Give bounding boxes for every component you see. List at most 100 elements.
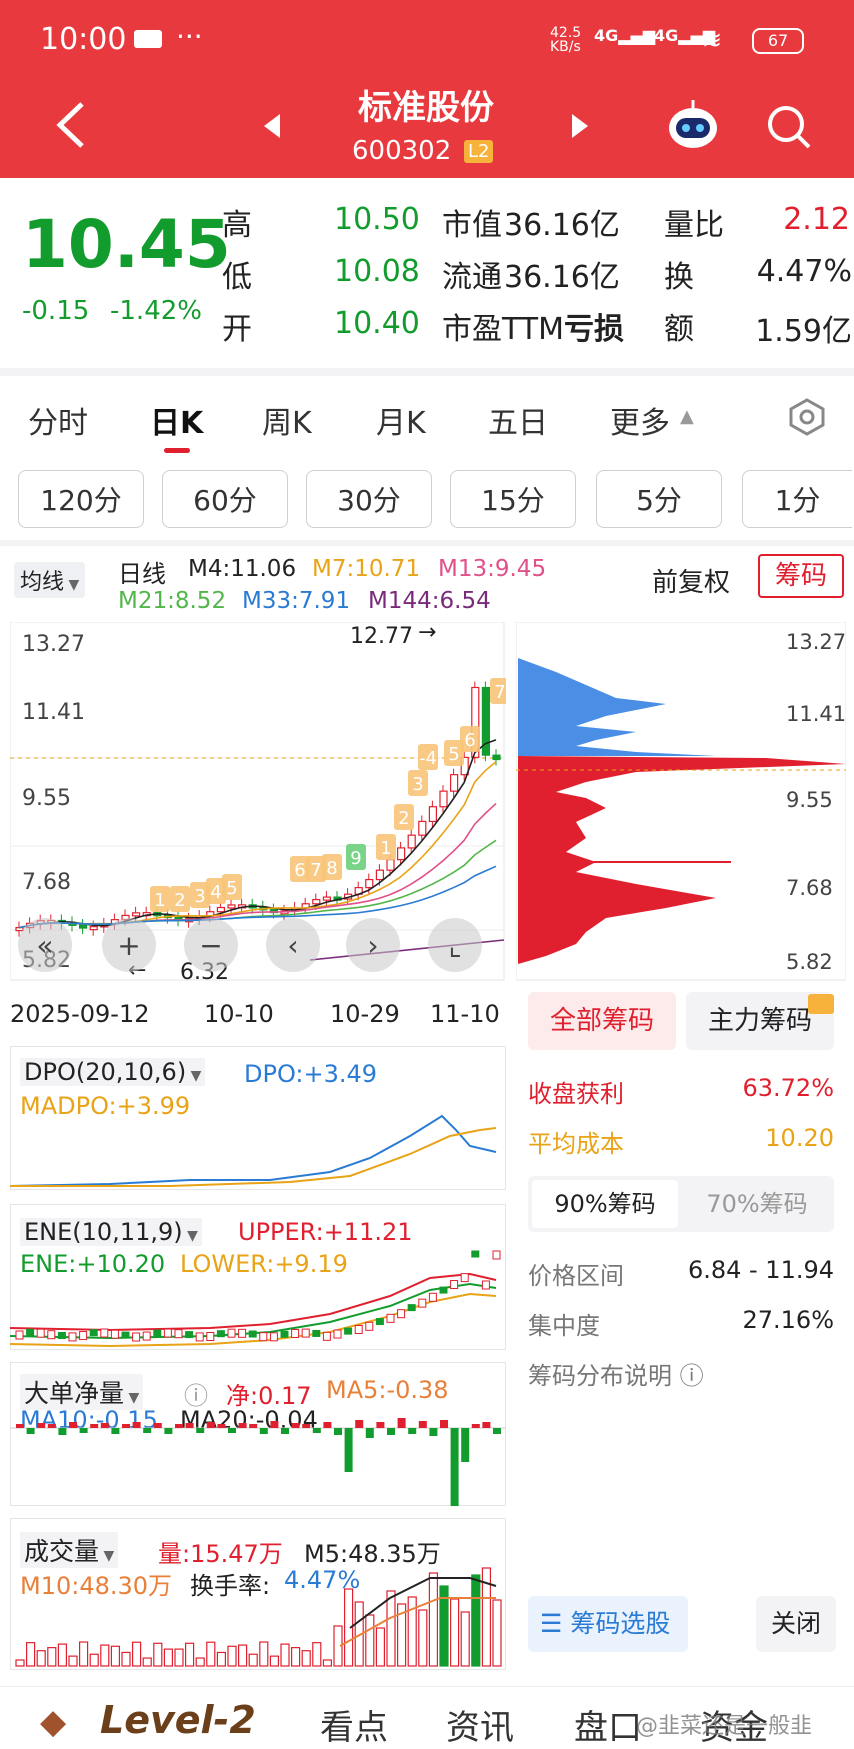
bottom-tab-zixun[interactable]: 资讯: [446, 1708, 514, 1748]
tab-zhouk[interactable]: 周K: [262, 406, 312, 441]
scroll-left-fast-icon[interactable]: «: [18, 918, 72, 972]
ytick-0: 13.27: [22, 632, 85, 657]
chip-pct-toggle: 90%筹码 70%筹码: [528, 1176, 834, 1232]
period-120[interactable]: 120分: [18, 470, 144, 528]
fuquan-label[interactable]: 前复权: [652, 568, 731, 598]
ytick-1: 11.41: [22, 700, 85, 725]
scroll-right-icon[interactable]: ›: [346, 918, 400, 972]
ene-candle: [47, 1330, 56, 1340]
volume-bar: [450, 1598, 460, 1667]
dadan-bar: [185, 1423, 194, 1428]
tab-rik[interactable]: 日K: [150, 406, 204, 441]
volume-bar: [439, 1585, 449, 1667]
chip-all-tab[interactable]: 全部筹码: [528, 992, 676, 1050]
tab-wuri[interactable]: 五日: [488, 406, 548, 441]
chip-explain-link[interactable]: 筹码分布说明 ⓘ: [528, 1356, 704, 1391]
bottom-tab-pankou[interactable]: 盘口: [574, 1708, 642, 1748]
chip-70-tab[interactable]: 70%筹码: [706, 1190, 808, 1218]
candle: [174, 911, 183, 927]
scroll-left-icon[interactable]: ‹: [266, 918, 320, 972]
tab-more[interactable]: 更多: [610, 406, 670, 441]
chip-close-button[interactable]: 关闭: [756, 1596, 836, 1652]
level2-label[interactable]: Level-2: [100, 1698, 256, 1742]
ma-selector[interactable]: 均线 ▼: [14, 562, 86, 598]
td-tag-label: 1: [380, 838, 391, 859]
period-60[interactable]: 60分: [162, 470, 288, 528]
app-header: 10:00 ··· 42.5 KB/s 4G▂▄▆ 4G▂▄▆ ≋ 67 标准股…: [0, 0, 854, 178]
dadan-bar: [355, 1420, 364, 1428]
period-5[interactable]: 5分: [596, 470, 722, 528]
ene-candle: [216, 1330, 225, 1338]
profit-row: 收盘获利 63.72%: [528, 1074, 834, 1109]
volume-bar: [397, 1603, 407, 1667]
ene-candle: [153, 1329, 162, 1337]
ene-candle: [375, 1318, 384, 1326]
chip-pick-button[interactable]: ☰ 筹码选股: [528, 1596, 688, 1652]
volume-bar: [365, 1614, 375, 1667]
dadan-bar: [26, 1428, 35, 1434]
tab-fenshi[interactable]: 分时: [28, 406, 88, 441]
dpo-panel: [10, 1046, 506, 1190]
candle: [450, 768, 459, 798]
date-0: 2025-09-12: [10, 1000, 150, 1028]
zoom-out-icon[interactable]: −: [184, 918, 238, 972]
tab-yuek[interactable]: 月K: [376, 406, 426, 441]
candle: [460, 751, 469, 781]
list-icon: ☰: [540, 1609, 571, 1638]
dadan-bar: [493, 1428, 501, 1434]
search-icon[interactable]: [766, 104, 812, 150]
ene-candle: [418, 1298, 427, 1308]
prev-stock-icon[interactable]: [262, 112, 282, 140]
ene-selector[interactable]: ENE(10,11,9) ▼: [20, 1218, 202, 1246]
status-dots: ···: [176, 20, 203, 53]
dadan-bar: [259, 1428, 268, 1434]
settings-hex-icon[interactable]: [788, 398, 826, 436]
td-tag: 7: [490, 678, 506, 704]
volume-selector[interactable]: 成交量 ▼: [20, 1532, 119, 1568]
volume-bar: [206, 1641, 216, 1667]
pe-label: 市盈TTM: [442, 312, 565, 347]
high-label: 高: [222, 208, 252, 243]
dpo-selector[interactable]: DPO(20,10,6) ▼: [20, 1058, 206, 1086]
dadan-bar: [450, 1428, 459, 1506]
period-15[interactable]: 15分: [450, 470, 576, 528]
divider: [0, 368, 854, 376]
volume-chart: [15, 1567, 502, 1667]
ene-candle: [439, 1286, 448, 1294]
td-tag: 4: [206, 878, 226, 904]
ene-candle: [36, 1328, 45, 1338]
chip-ytick-4: 5.82: [786, 950, 833, 974]
ene-candle: [132, 1332, 141, 1342]
bottom-tab-zijin[interactable]: 资金: [700, 1708, 768, 1748]
volume-title: 成交量: [24, 1537, 100, 1566]
diamond-icon: ◆: [40, 1702, 67, 1742]
fullscreen-icon[interactable]: ⌞: [428, 918, 482, 972]
bottom-bar: [0, 1686, 854, 1749]
zoom-in-icon[interactable]: +: [102, 918, 156, 972]
dadan-bar: [69, 1422, 77, 1428]
back-icon[interactable]: [52, 100, 88, 150]
td-tag-label: 7: [494, 682, 505, 703]
td-tag: 5: [222, 874, 242, 900]
candle: [301, 897, 310, 915]
chip-90-tab[interactable]: 90%筹码: [532, 1180, 678, 1228]
price-change: -0.15: [22, 296, 90, 326]
robot-assistant-icon[interactable]: [664, 98, 722, 152]
dadan-selector[interactable]: 大单净量 ▼: [20, 1374, 144, 1410]
period-30[interactable]: 30分: [306, 470, 432, 528]
chip-explain-label: 筹码分布说明: [528, 1362, 672, 1390]
ene-lower: LOWER:+9.19: [180, 1250, 348, 1278]
td-tag: 1: [376, 834, 396, 860]
td-tag: 3: [190, 882, 210, 908]
next-stock-icon[interactable]: [570, 112, 590, 140]
period-1[interactable]: 1分: [742, 470, 852, 528]
ene-candle: [259, 1332, 268, 1342]
volume-value: 量:15.47万: [158, 1540, 283, 1568]
pe-value: 亏损: [564, 312, 624, 347]
chip-toggle[interactable]: 筹码: [758, 554, 844, 598]
dadan-net: 净:0.17: [226, 1382, 312, 1410]
help-icon[interactable]: ⓘ: [184, 1382, 208, 1410]
bottom-tab-kandian[interactable]: 看点: [320, 1708, 388, 1748]
dadan-chart: [10, 1418, 506, 1506]
